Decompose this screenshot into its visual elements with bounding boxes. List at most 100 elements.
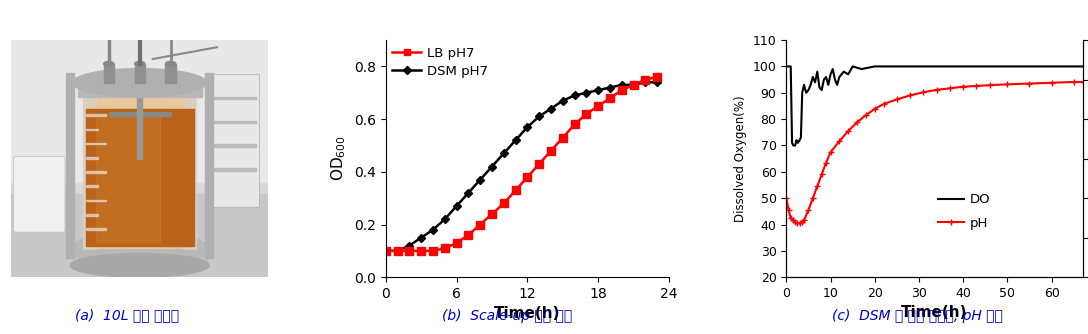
DO [790, 138, 803, 142]
Ellipse shape [70, 254, 209, 277]
DO [806, 75, 819, 79]
pH [1001, 82, 1014, 87]
LB pH7 [426, 249, 440, 253]
DO [1001, 64, 1014, 68]
DO [804, 83, 817, 87]
pH [1046, 81, 1059, 85]
DO [913, 64, 926, 68]
DSM pH7 [639, 80, 652, 84]
Bar [11, 194, 269, 277]
DSM pH7 [391, 249, 404, 253]
Text: (a)  10L 대량 배양기: (a) 10L 대량 배양기 [75, 309, 180, 323]
DSM pH7 [556, 99, 569, 103]
DO [855, 67, 868, 71]
DO [838, 70, 851, 74]
Ellipse shape [135, 61, 145, 66]
pH [815, 172, 828, 176]
Bar [206, 73, 213, 258]
LB pH7 [497, 201, 510, 205]
DO [793, 138, 806, 142]
Bar [86, 214, 99, 215]
DO [791, 141, 804, 145]
Bar [73, 241, 207, 265]
pH [851, 120, 864, 124]
pH [795, 220, 808, 224]
LB pH7 [627, 83, 640, 87]
LB pH7 [391, 249, 404, 253]
DSM pH7 [533, 115, 546, 119]
DO [1023, 64, 1036, 68]
LB pH7 [403, 249, 416, 253]
Text: (c)  DSM 내 용존 산소량, pH 변화: (c) DSM 내 용존 산소량, pH 변화 [831, 309, 1003, 323]
pH [824, 150, 837, 154]
Bar [214, 168, 256, 170]
Bar [165, 64, 176, 83]
DO [815, 88, 828, 92]
Ellipse shape [103, 61, 114, 66]
Line: LB pH7: LB pH7 [382, 73, 662, 255]
pH [969, 84, 982, 88]
DO [979, 64, 992, 68]
Line: pH: pH [783, 79, 1086, 226]
DO [802, 88, 815, 92]
pH [917, 90, 930, 94]
Line: DSM pH7: DSM pH7 [383, 79, 660, 254]
Ellipse shape [165, 61, 176, 66]
pH [842, 129, 855, 133]
Y-axis label: Dissolved Oxygen(%): Dissolved Oxygen(%) [734, 95, 747, 222]
Bar [78, 83, 201, 97]
pH [787, 218, 800, 222]
LB pH7 [415, 249, 428, 253]
pH [793, 221, 806, 225]
pH [782, 208, 795, 212]
DO [780, 64, 793, 68]
DSM pH7 [461, 191, 474, 195]
LB pH7 [473, 222, 486, 226]
pH [802, 208, 815, 212]
LB pH7 [639, 77, 652, 81]
pH [930, 88, 943, 92]
pH [956, 85, 969, 89]
DSM pH7 [580, 91, 593, 95]
DSM pH7 [627, 83, 640, 87]
DSM pH7 [568, 94, 581, 98]
Legend: LB pH7, DSM pH7: LB pH7, DSM pH7 [393, 47, 487, 78]
Bar [11, 40, 269, 182]
DSM pH7 [485, 165, 498, 169]
DO [789, 144, 802, 148]
Bar [86, 109, 194, 246]
Bar [83, 88, 96, 249]
Bar [86, 185, 99, 187]
pH [811, 184, 824, 188]
LB pH7 [380, 249, 393, 253]
FancyBboxPatch shape [13, 156, 65, 232]
Ellipse shape [70, 232, 209, 265]
DO [784, 64, 798, 68]
Bar [86, 157, 99, 159]
Bar [86, 129, 99, 130]
DSM pH7 [450, 204, 463, 208]
Bar [214, 97, 256, 100]
X-axis label: Time(h): Time(h) [901, 306, 967, 321]
pH [780, 196, 793, 200]
LB pH7 [521, 175, 534, 179]
pH [798, 218, 811, 222]
DSM pH7 [415, 236, 428, 240]
DO [1046, 64, 1059, 68]
DO [782, 64, 795, 68]
DO [832, 75, 845, 79]
DO [817, 77, 830, 81]
Bar [86, 143, 107, 144]
pH [784, 216, 798, 220]
DO [813, 86, 826, 90]
DO [819, 75, 832, 79]
pH [903, 94, 916, 98]
DO [798, 83, 811, 87]
Y-axis label: OD$_{600}$: OD$_{600}$ [330, 136, 348, 181]
LB pH7 [533, 162, 546, 166]
DO [821, 83, 834, 87]
DSM pH7 [403, 243, 416, 247]
DO [1076, 64, 1088, 68]
LB pH7 [450, 241, 463, 245]
Bar [137, 88, 143, 159]
